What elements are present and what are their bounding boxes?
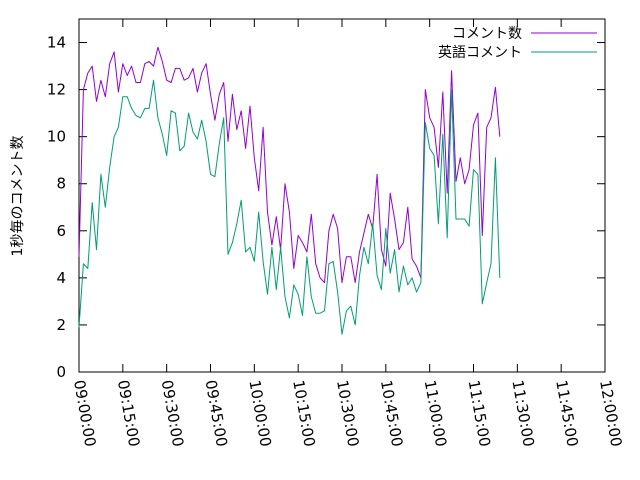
y-tick-label: 10: [47, 128, 66, 146]
series-lines: [78, 46, 501, 335]
x-tick-label: 11:00:00: [421, 379, 450, 448]
plot-frame: [78, 18, 606, 373]
y-axis-title: 1秒毎のコメント数: [10, 136, 26, 257]
legend-label: 英語コメント: [438, 44, 522, 61]
x-tick-label: 12:00:00: [596, 379, 625, 448]
series-line-2: [78, 79, 501, 335]
legend-label: コメント数: [452, 26, 522, 42]
series-line-1: [78, 46, 501, 284]
x-tick-label: 09:15:00: [114, 379, 143, 448]
x-tick-label: 09:00:00: [70, 379, 99, 448]
x-tick-label: 10:00:00: [245, 379, 274, 448]
x-tick-label: 11:45:00: [552, 379, 581, 448]
y-tick-label: 14: [47, 34, 66, 52]
x-tick-label: 10:30:00: [333, 379, 362, 448]
y-tick-label: 8: [56, 175, 66, 193]
y-tick-label: 4: [56, 269, 66, 287]
y-tick-label: 0: [56, 363, 66, 381]
x-tick-label: 11:15:00: [465, 379, 494, 448]
x-tick-label: 09:45:00: [202, 379, 231, 448]
x-tick-label: 10:45:00: [377, 379, 406, 448]
x-tick-label: 09:30:00: [158, 379, 187, 448]
y-tick-label: 12: [47, 81, 66, 99]
y-axis-ticks: 0 2 4 6 8 10 12 14: [47, 34, 605, 381]
y-tick-label: 6: [56, 222, 66, 240]
x-tick-label: 10:15:00: [289, 379, 318, 448]
x-tick-label: 11:30:00: [508, 379, 537, 448]
y-tick-label: 2: [56, 316, 66, 334]
